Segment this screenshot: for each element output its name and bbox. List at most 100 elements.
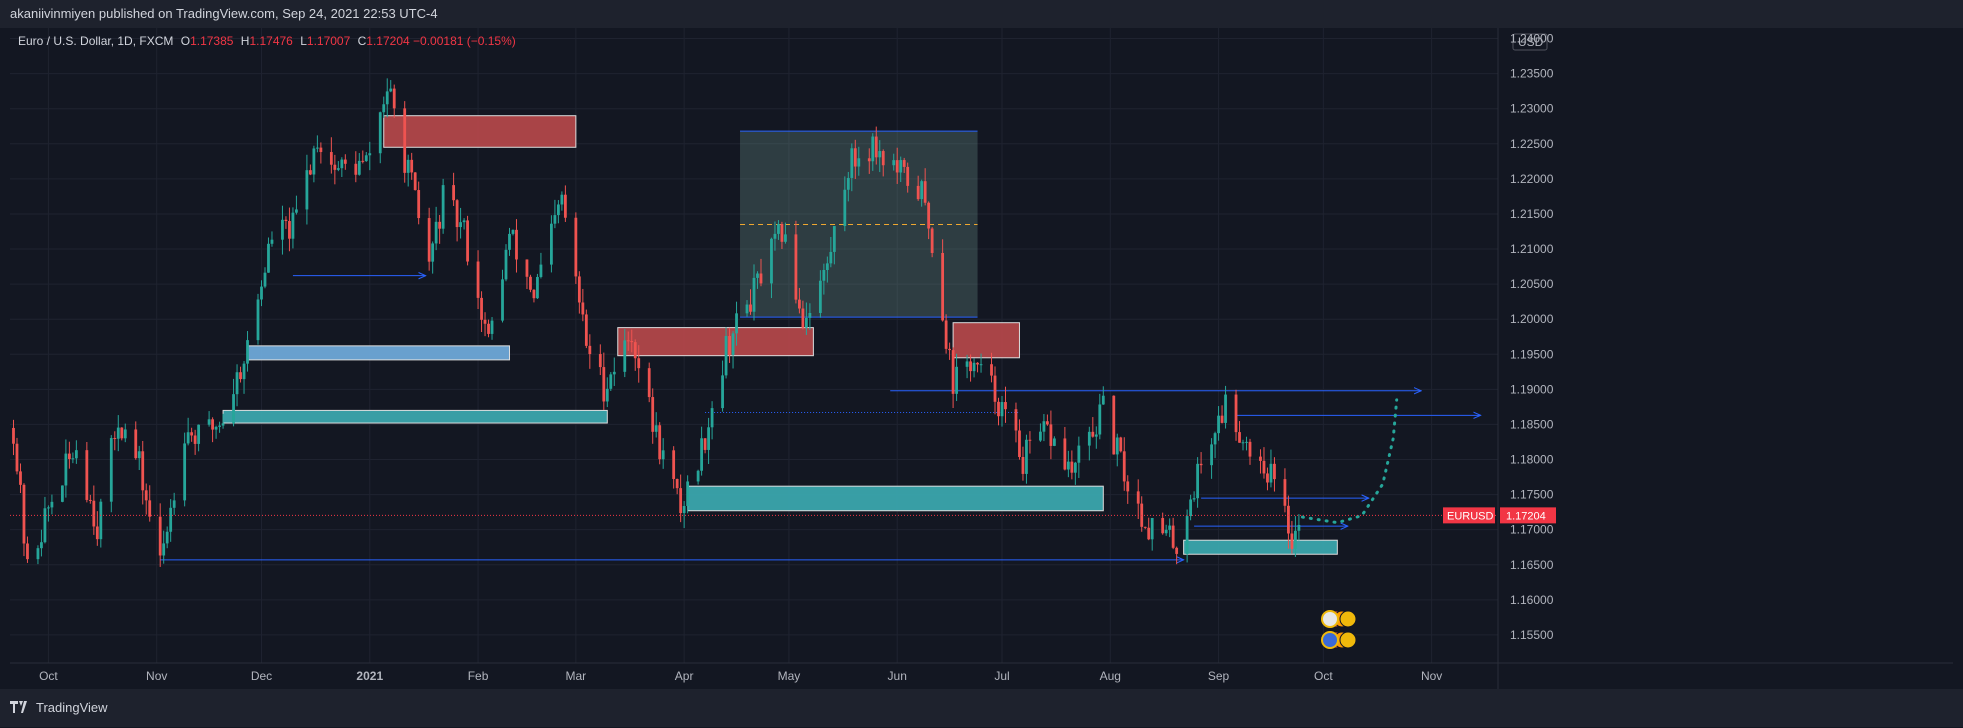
candle-body [1122,451,1126,482]
candle-body [368,153,372,156]
bearish-zone [383,115,577,148]
candle-body [752,277,756,312]
candle-body [637,358,641,369]
x-tick-label: Nov [1421,669,1442,683]
candle-body [340,159,344,169]
candle-body [707,427,710,450]
candle-body [780,224,784,242]
candle-body [686,481,690,506]
candle-body [899,160,903,173]
currency-label: USD [1518,35,1544,49]
candle-body [385,91,389,105]
candle-body [291,212,295,239]
candle-body [354,163,358,175]
candle-body [832,226,836,252]
x-tick-label: Nov [146,669,167,683]
candle-body [972,362,976,372]
candle-body [1098,404,1102,435]
candle-body [784,234,787,242]
candle-body [651,397,655,432]
candle-body [246,340,249,364]
candle-body [267,243,270,273]
candle-body [389,88,393,92]
candle-body [515,229,518,260]
low-label: L [300,34,307,48]
x-tick-label: Aug [1100,669,1121,683]
candle-body [22,484,26,544]
y-tick-label: 1.17500 [1510,488,1554,502]
candle-body [825,263,829,270]
tradingview-logo-icon[interactable] [10,690,30,728]
candle-body [315,147,319,149]
candle-body [12,427,15,444]
candle-body [1171,525,1175,548]
tradingview-brand[interactable]: TradingView [36,700,108,715]
x-tick-label: Feb [468,669,489,683]
projection-path [1300,398,1399,525]
footer-bar: TradingView [0,689,1963,727]
candle-body [529,276,532,290]
candle-body [1063,438,1067,470]
candle-body [1185,516,1189,554]
candle-body [1126,481,1130,492]
candle-body [951,350,955,394]
event-marker-icon [1339,631,1357,649]
y-tick-label: 1.20000 [1510,312,1554,326]
close-label: C [357,34,367,48]
candle-body [623,340,627,372]
candle-body [288,221,291,239]
candle-body [235,372,239,395]
candle-body [361,160,365,162]
candle-body [976,362,979,365]
candle-body [232,394,235,424]
candle-body [1164,529,1168,534]
candle-body [804,317,808,328]
candle-body [1259,456,1262,461]
x-tick-label: Sep [1208,669,1230,683]
candle-body [1143,526,1147,528]
candle-body [724,335,728,376]
candle-body [270,239,274,244]
candle-body [1150,518,1154,540]
last-price-tag-bg [1500,507,1556,524]
y-tick-label: 1.22500 [1510,137,1554,151]
candle-body [1066,461,1070,470]
candle-body [329,152,333,165]
candle-body [214,426,218,430]
candle-body [165,531,169,544]
candle-body [88,499,92,501]
candle-body [218,425,221,427]
x-tick-label: May [778,669,801,683]
candle-body [647,368,651,398]
candle-body [343,159,347,164]
candle-body [158,516,162,556]
candle-body [1004,402,1007,410]
candle-body [169,507,173,532]
chart-area[interactable]: USD 1.24000 1.23500 1.23000 1.22500 1.22000 1.… [10,28,1953,689]
candle-body [1115,437,1119,455]
symbol-tag: EURUSD [1447,510,1494,522]
candle-body [871,136,875,162]
candle-body [1199,463,1203,466]
candle-body [550,223,553,265]
open-label: O [180,34,191,48]
candle-body [633,342,637,359]
candle-body [574,217,578,277]
candle-body [427,218,431,262]
candle-body [336,168,340,170]
candle-body [735,313,738,334]
candle-body [602,367,606,402]
candle-body [731,333,735,355]
candle-body [867,158,871,162]
candle-body [1161,518,1165,534]
candle-body [113,438,117,440]
bullish-zone [1183,539,1338,555]
candle-body [777,224,780,234]
candle-body [703,438,707,450]
candle-body [609,374,613,389]
candle-body [990,364,993,376]
candle-body [979,364,983,366]
candle-body [172,500,176,508]
candle-body [74,450,78,459]
